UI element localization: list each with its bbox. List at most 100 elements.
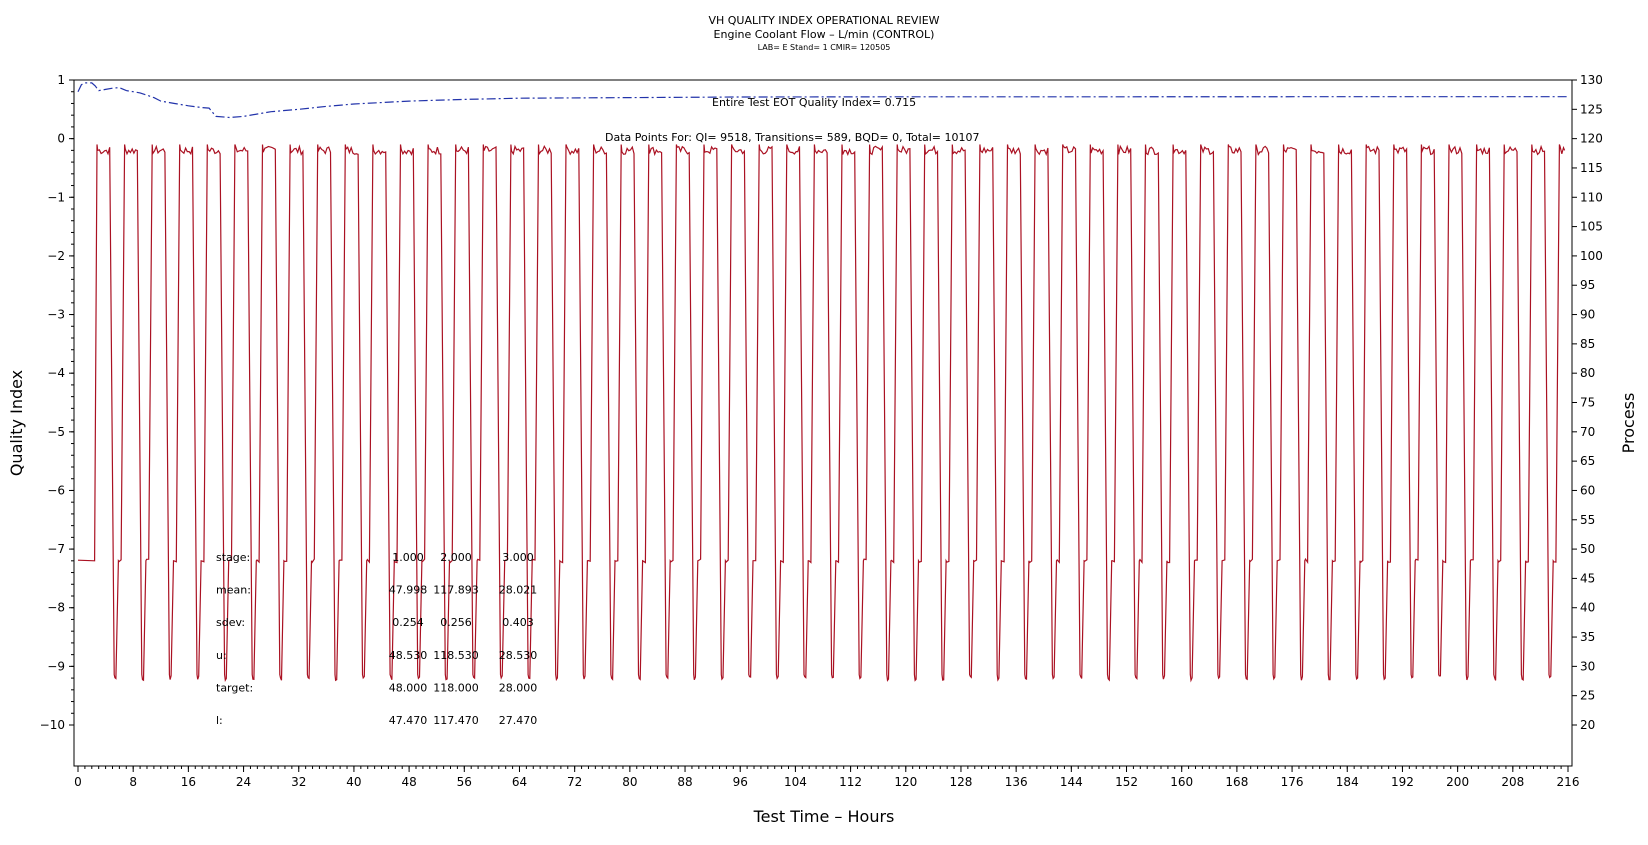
y2-tick-label: 30 — [1580, 659, 1595, 673]
stats-cell: 48.530 — [389, 649, 428, 662]
x-tick-label: 80 — [622, 775, 637, 789]
chart-subtitle: Engine Coolant Flow – L/min (CONTROL) — [714, 28, 935, 41]
process-series-line — [77, 144, 1566, 683]
x-tick-label: 136 — [1005, 775, 1028, 789]
x-tick-label: 32 — [291, 775, 306, 789]
eot-quality-index-label: Entire Test EOT Quality Index= 0.715 — [712, 96, 916, 109]
stats-cell: 0.403 — [502, 616, 534, 629]
stats-row-label: mean: — [216, 584, 251, 597]
y-tick-label: −1 — [47, 190, 65, 204]
x-tick-label: 88 — [677, 775, 692, 789]
stats-cell: 28.000 — [499, 681, 538, 694]
stats-cell: 118.000 — [433, 681, 479, 694]
y-axis-title: Quality Index — [7, 370, 26, 476]
stats-cell: 118.530 — [433, 649, 479, 662]
stats-cell: 0.254 — [392, 616, 424, 629]
x-tick-label: 184 — [1336, 775, 1359, 789]
y2-tick-label: 45 — [1580, 571, 1595, 585]
x-tick-label: 200 — [1446, 775, 1469, 789]
chart-title: VH QUALITY INDEX OPERATIONAL REVIEW — [708, 14, 939, 27]
stats-cell: 117.470 — [433, 714, 479, 727]
y2-tick-label: 70 — [1580, 425, 1595, 439]
x-tick-label: 128 — [950, 775, 973, 789]
right-axis: 130 125 120 115 110 105 100 95 90 85 80 75 70 65 60 55 5… — [1572, 73, 1603, 732]
x-tick-label: 192 — [1391, 775, 1414, 789]
y-tick-label: −8 — [47, 601, 65, 615]
x-tick-label: 56 — [457, 775, 472, 789]
y2-tick-label: 105 — [1580, 220, 1603, 234]
y2-tick-label: 125 — [1580, 102, 1603, 116]
stats-cell: 3.000 — [502, 551, 534, 564]
y-tick-label: −3 — [47, 308, 65, 322]
y-tick-label: −6 — [47, 483, 65, 497]
y-tick-label: −4 — [47, 366, 65, 380]
stats-row-label: sdev: — [216, 616, 245, 629]
y2-tick-label: 25 — [1580, 689, 1595, 703]
y2-tick-label: 130 — [1580, 73, 1603, 87]
quality-index-series-line — [77, 82, 1568, 119]
x-tick-label: 216 — [1557, 775, 1580, 789]
x-tick-label: 16 — [181, 775, 196, 789]
y2-tick-label: 85 — [1580, 337, 1595, 351]
stats-row-label: u: — [216, 649, 227, 662]
y2-tick-label: 120 — [1580, 132, 1603, 146]
y2-tick-label: 115 — [1580, 161, 1603, 175]
chart-subsubtitle: LAB= E Stand= 1 CMIR= 120505 — [758, 43, 891, 52]
x-tick-label: 208 — [1501, 775, 1524, 789]
x-tick-label: 152 — [1115, 775, 1138, 789]
y-tick-label: −7 — [47, 542, 65, 556]
x-tick-label: 40 — [346, 775, 361, 789]
stats-cell: 1.000 — [392, 551, 424, 564]
x-tick-label: 168 — [1225, 775, 1248, 789]
data-points-label: Data Points For: QI= 9518, Transitions= … — [605, 131, 980, 144]
stats-table: stage: 1.000 2.000 3.000 mean: 47.998 117.893 2… — [216, 551, 537, 727]
x-tick-label: 96 — [733, 775, 748, 789]
y2-tick-label: 40 — [1580, 601, 1595, 615]
stats-cell: 0.256 — [440, 616, 472, 629]
x-tick-label: 48 — [401, 775, 416, 789]
x-tick-label: 176 — [1281, 775, 1304, 789]
y2-tick-label: 20 — [1580, 718, 1595, 732]
x-tick-label: 24 — [236, 775, 251, 789]
x-tick-label: 8 — [129, 775, 137, 789]
x-tick-label: 120 — [894, 775, 917, 789]
y2-tick-label: 55 — [1580, 513, 1595, 527]
x-axis-title: Test Time – Hours — [753, 807, 895, 826]
stats-cell: 47.998 — [389, 584, 428, 597]
stats-cell: 48.000 — [389, 681, 428, 694]
y2-tick-label: 50 — [1580, 542, 1595, 556]
x-tick-label: 72 — [567, 775, 582, 789]
y-tick-label: 0 — [57, 132, 65, 146]
y2-tick-label: 100 — [1580, 249, 1603, 263]
x-axis: 0 8 16 24 32 40 48 56 64 72 80 88 96 104 112 120 128 136 1… — [74, 766, 1579, 789]
plot-frame — [73, 79, 1573, 767]
stats-cell: 2.000 — [440, 551, 472, 564]
left-axis: 1 0 −1 −2 −3 −4 −5 −6 −7 −8 −9 −10 — [40, 73, 74, 732]
stats-cell: 117.893 — [433, 584, 479, 597]
stats-row-label: stage: — [216, 551, 250, 564]
y-tick-label: −9 — [47, 659, 65, 673]
stats-cell: 27.470 — [499, 714, 538, 727]
y2-tick-label: 35 — [1580, 630, 1595, 644]
x-tick-label: 160 — [1170, 775, 1193, 789]
stats-cell: 28.021 — [499, 584, 538, 597]
y2-axis-title: Process — [1619, 393, 1638, 454]
x-tick-label: 104 — [784, 775, 807, 789]
y2-tick-label: 90 — [1580, 308, 1595, 322]
stats-cell: 47.470 — [389, 714, 428, 727]
y2-tick-label: 75 — [1580, 396, 1595, 410]
stats-row-label: target: — [216, 681, 253, 694]
y2-tick-label: 95 — [1580, 278, 1595, 292]
y2-tick-label: 65 — [1580, 454, 1595, 468]
stats-row-label: l: — [216, 714, 223, 727]
x-tick-label: 144 — [1060, 775, 1083, 789]
x-tick-label: 0 — [74, 775, 82, 789]
y2-tick-label: 80 — [1580, 366, 1595, 380]
y-tick-label: 1 — [57, 73, 65, 87]
y-tick-label: −5 — [47, 425, 65, 439]
y-tick-label: −10 — [40, 718, 65, 732]
y-tick-label: −2 — [47, 249, 65, 263]
y2-tick-label: 110 — [1580, 190, 1603, 204]
stats-cell: 28.530 — [499, 649, 538, 662]
